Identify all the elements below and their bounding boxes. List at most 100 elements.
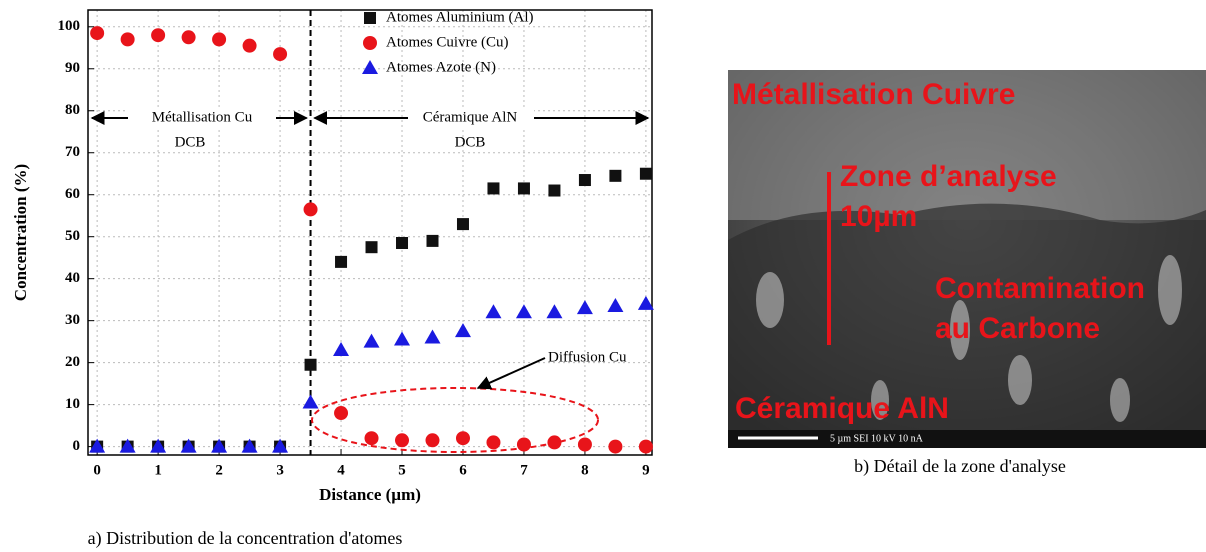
y-tick-label: 40 — [65, 270, 80, 286]
sem-label: Céramique AlN — [735, 392, 949, 425]
y-tick-label: 100 — [58, 18, 81, 34]
diffusion-ellipse — [311, 387, 599, 453]
scale-text: 5 µm SEI 10 kV 10 nA — [830, 433, 924, 444]
x-tick-label: 8 — [581, 462, 589, 478]
data-point — [241, 438, 258, 453]
annotation: DCB — [455, 134, 486, 150]
label-bg — [128, 108, 276, 128]
sem-label: Zone d’analyse — [840, 160, 1057, 193]
data-point — [150, 438, 167, 453]
data-point — [485, 304, 502, 319]
legend-marker — [363, 36, 377, 50]
data-point — [516, 437, 531, 452]
grains — [756, 255, 1182, 422]
x-tick-label: 1 — [154, 462, 162, 478]
legend-label: Atomes Cuivre (Cu) — [386, 34, 508, 50]
x-tick-label: 9 — [642, 462, 650, 478]
legend-marker — [364, 12, 376, 24]
data-point — [454, 323, 471, 338]
x-tick-label: 0 — [93, 462, 101, 478]
y-axis-label: Concentration (%) — [11, 164, 30, 301]
annotation-arrow — [476, 357, 546, 390]
y-tick-label: 50 — [65, 228, 80, 244]
legend-label: Atomes Aluminium (Al) — [386, 9, 534, 25]
caption: b) Détail de la zone d'analyse — [854, 456, 1066, 477]
data-point — [609, 169, 622, 182]
annotation: DCB — [175, 134, 206, 150]
x-tick-label: 3 — [276, 462, 284, 478]
data-point — [425, 433, 440, 448]
data-point — [577, 437, 592, 452]
y-tick-label: 0 — [73, 438, 81, 454]
data-point — [181, 30, 196, 45]
legend-label: Atomes Azote (N) — [386, 59, 496, 75]
data-point — [212, 32, 227, 47]
data-point — [608, 439, 623, 454]
label-bg — [408, 108, 534, 128]
data-point — [89, 438, 106, 453]
data-point — [394, 331, 411, 346]
data-point — [119, 438, 136, 453]
data-point — [607, 297, 624, 312]
data-point — [304, 358, 317, 371]
plot: 0 10 20 30 40 50 60 70 80 90 100 0 1 2 3 4 5 6 7 8 9 Distance… — [11, 9, 654, 504]
annotation: Diffusion Cu — [548, 349, 627, 365]
data-point — [303, 202, 318, 217]
y-tick-label: 70 — [65, 144, 80, 160]
annotation: Métallisation Cu — [152, 109, 253, 125]
x-axis-label: Distance (µm) — [319, 485, 421, 504]
copper-layer — [728, 70, 1206, 220]
data-point — [517, 182, 530, 195]
data-point — [424, 329, 441, 344]
data-point — [242, 38, 257, 53]
data-point — [637, 295, 654, 310]
sem-image: 5 µm SEI 10 kV 10 nA Métallisation Cuivr… — [728, 70, 1206, 448]
y-tick-label: 80 — [65, 102, 80, 118]
data-point — [180, 438, 197, 453]
data-point — [576, 300, 593, 315]
sem-label: Métallisation Cuivre — [732, 78, 1015, 111]
sem-label: Contamination — [935, 272, 1145, 305]
data-point — [302, 394, 319, 409]
x-tick-label: 5 — [398, 462, 406, 478]
x-tick-label: 6 — [459, 462, 467, 478]
data-point — [272, 438, 289, 453]
data-point — [334, 406, 349, 421]
data-point — [211, 438, 228, 453]
data-point — [548, 184, 561, 197]
data-point — [363, 333, 380, 348]
y-tick-label: 30 — [65, 312, 80, 328]
plot-frame — [87, 9, 653, 456]
x-tick-label: 4 — [337, 462, 345, 478]
data-point — [333, 342, 350, 357]
data-point — [151, 28, 166, 43]
x-tick-label: 2 — [215, 462, 223, 478]
sem-label: 10µm — [840, 200, 917, 233]
data-point — [486, 435, 501, 450]
data-point — [515, 304, 532, 319]
data-point — [456, 218, 469, 231]
sem-label: au Carbone — [935, 312, 1100, 345]
data-point — [487, 182, 500, 195]
data-point — [273, 47, 288, 62]
data-point — [120, 32, 135, 47]
data-point — [547, 435, 562, 450]
data-point — [364, 431, 379, 446]
annotation: Céramique AlN — [423, 109, 518, 125]
data-point — [455, 431, 470, 446]
data-point — [335, 255, 348, 268]
y-tick-label: 20 — [65, 354, 80, 370]
info-bar — [728, 430, 1206, 448]
data-point — [638, 439, 653, 454]
caption: a) Distribution de la concentration d'at… — [88, 528, 403, 549]
data-point — [578, 174, 591, 187]
data-point — [426, 234, 439, 247]
y-tick-label: 60 — [65, 186, 80, 202]
data-point — [365, 241, 378, 254]
legend-marker — [362, 60, 378, 74]
data-point — [639, 167, 652, 180]
data-point — [90, 26, 105, 41]
data-point — [546, 304, 563, 319]
data-point — [395, 433, 410, 448]
